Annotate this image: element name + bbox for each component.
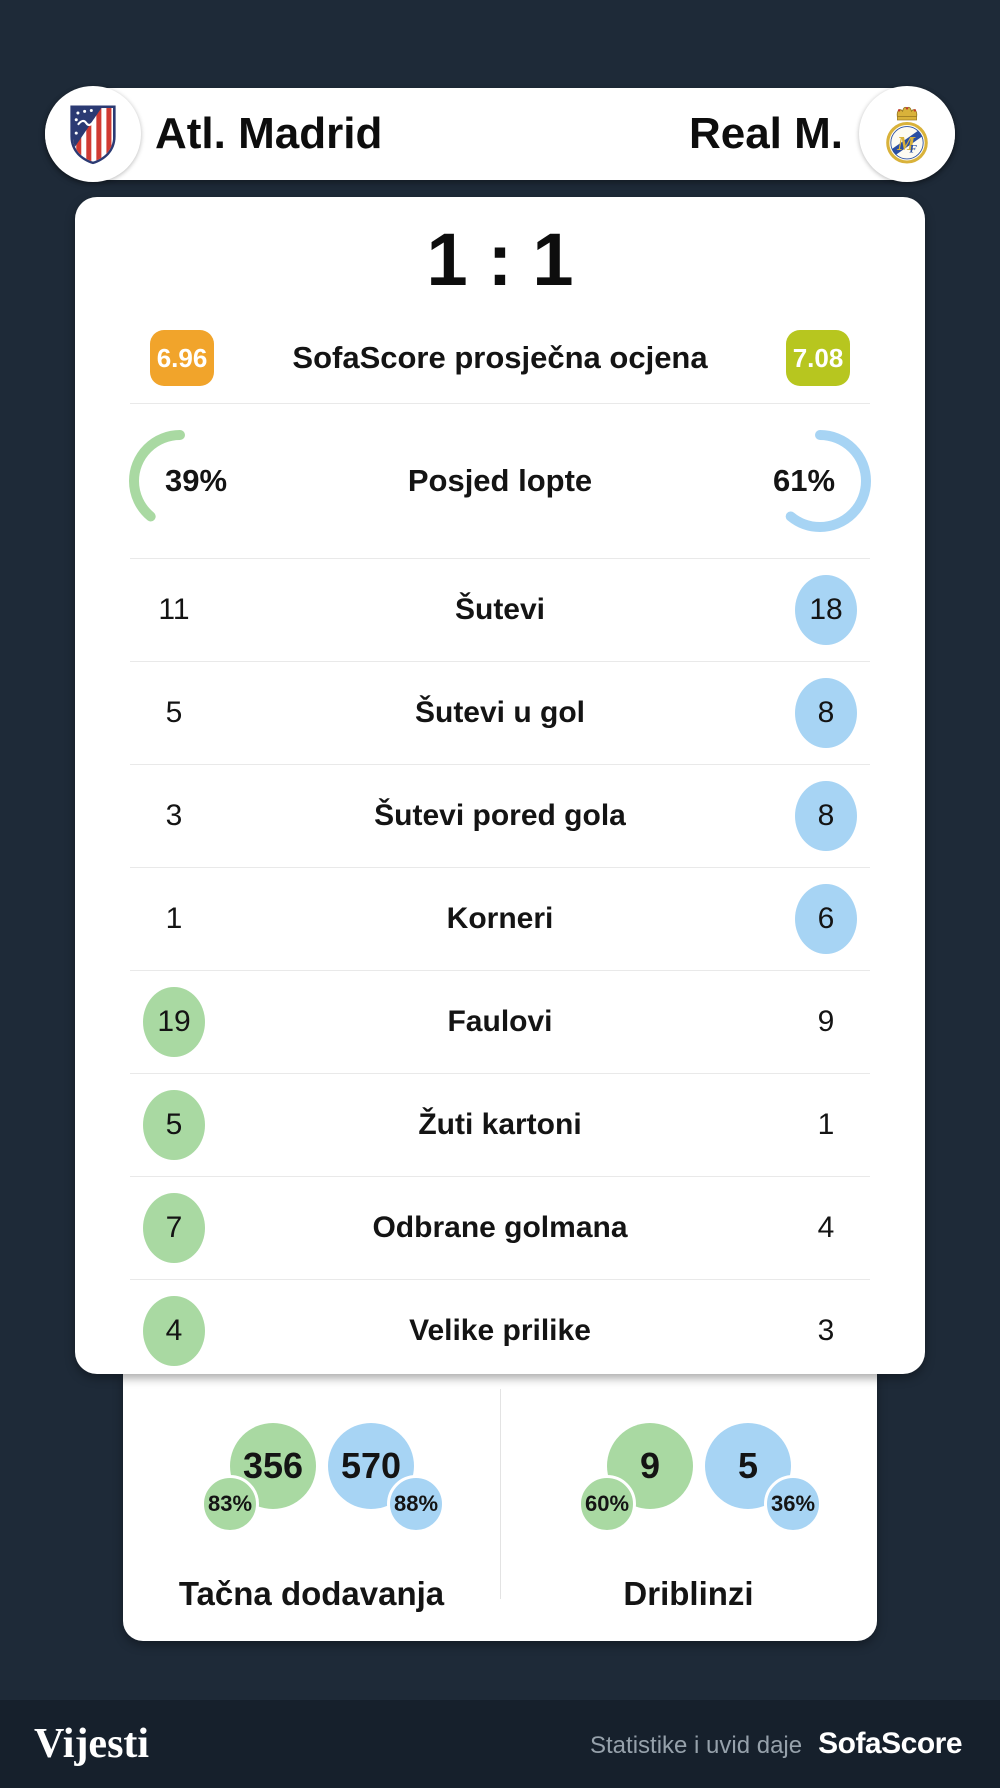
footer: Vijesti Statistike i uvid daje SofaScore: [0, 1700, 1000, 1788]
stat-row-shots: 11 Šutevi 18: [75, 558, 925, 661]
arc-ring-icon: [129, 429, 231, 532]
stat-row-shots-on-target: 5 Šutevi u gol 8: [75, 661, 925, 764]
home-stat-value: 5: [165, 695, 183, 729]
accurate-passes-group: 356 570 83% 88% Tačna dodavanja: [123, 1373, 500, 1641]
home-possession-arc: 39%: [125, 426, 235, 536]
rating-label: SofaScore prosječna ocjena: [292, 340, 708, 375]
svg-text:M: M: [896, 133, 916, 155]
away-stat-value: 9: [817, 1004, 835, 1038]
stat-label: Žuti kartoni: [418, 1107, 582, 1141]
away-stat-value: 8: [795, 780, 857, 851]
home-team-name: Atl. Madrid: [155, 109, 383, 158]
away-score: 1: [532, 217, 574, 301]
home-passes-pct-bubble: 83%: [201, 1475, 259, 1533]
stat-row-fouls: 19 Faulovi 9: [75, 970, 925, 1073]
home-dribbles-pct-bubble: 60%: [578, 1475, 636, 1533]
away-possession-arc: 61%: [765, 426, 875, 536]
home-stat-value: 3: [165, 798, 183, 832]
credit-text: Statistike i uvid daje: [590, 1732, 803, 1759]
away-stat-value: 4: [817, 1210, 835, 1244]
dribbles-label: Driblinzi: [623, 1575, 754, 1612]
stat-row-shots-off-target: 3 Šutevi pored gola 8: [75, 764, 925, 867]
home-team-logo: [45, 86, 141, 182]
away-stat-value: 8: [795, 677, 857, 748]
vijesti-logo: Vijesti: [34, 1721, 150, 1767]
match-header: Atl. Madrid Real M. M F: [45, 86, 955, 182]
away-stat-value: 3: [817, 1313, 835, 1347]
home-score: 1: [426, 217, 468, 301]
atl-madrid-crest-icon: [70, 105, 116, 165]
home-stat-value: 4: [143, 1295, 205, 1366]
stats-card: 1 : 1 6.96 SofaScore prosječna ocjena 7.…: [75, 197, 925, 1374]
away-team-name: Real M.: [688, 109, 843, 158]
stat-row-goalkeeper-saves: 7 Odbrane golmana 4: [75, 1176, 925, 1279]
stat-label: Velike prilike: [409, 1313, 591, 1347]
away-stat-value: 6: [795, 883, 857, 954]
away-team-header: Real M. M F: [689, 86, 955, 182]
stat-label: Šutevi pored gola: [374, 798, 626, 832]
real-madrid-crest-icon: M F: [886, 106, 928, 164]
away-rating-badge: 7.08: [786, 330, 850, 386]
home-rating-badge: 6.96: [150, 330, 214, 386]
home-possession-value: 39%: [164, 462, 228, 498]
home-stat-value: 11: [158, 592, 190, 626]
away-stat-value: 18: [795, 574, 857, 645]
stat-label: Šutevi u gol: [414, 695, 585, 729]
score: 1 : 1: [75, 197, 925, 313]
dribbles-group: 9 5 60% 36% Driblinzi: [500, 1373, 877, 1641]
svg-text:F: F: [908, 143, 917, 155]
possession-label: Posjed lopte: [407, 462, 593, 498]
stat-label: Faulovi: [447, 1004, 553, 1038]
home-stat-value: 7: [143, 1192, 205, 1263]
home-team-header: Atl. Madrid: [45, 86, 382, 182]
bubble-stats-card: 356 570 83% 88% Tačna dodavanja 9 5 60% …: [123, 1373, 877, 1641]
sofascore-wordmark: SofaScore: [818, 1727, 962, 1760]
rating-row: 6.96 SofaScore prosječna ocjena 7.08: [75, 313, 925, 403]
away-dribbles-pct-bubble: 36%: [764, 1475, 822, 1533]
credit-line: Statistike i uvid daje SofaScore: [590, 1727, 962, 1761]
stat-label: Šutevi: [454, 592, 546, 626]
stat-row-big-chances: 4 Velike prilike 3: [75, 1279, 925, 1382]
away-stat-value: 1: [817, 1107, 835, 1141]
possession-row: 39% Posjed lopte 61%: [75, 403, 925, 558]
bubble-group-divider: [500, 1389, 501, 1599]
score-separator: :: [487, 217, 513, 301]
away-passes-pct-bubble: 88%: [387, 1475, 445, 1533]
away-team-logo: M F: [859, 86, 955, 182]
home-stat-value: 5: [143, 1089, 205, 1160]
arc-ring-icon: [769, 429, 871, 532]
stat-row-yellow-cards: 5 Žuti kartoni 1: [75, 1073, 925, 1176]
away-possession-value: 61%: [772, 462, 836, 498]
stat-row-corners: 1 Korneri 6: [75, 867, 925, 970]
home-stat-value: 19: [143, 986, 205, 1057]
passes-label: Tačna dodavanja: [178, 1575, 445, 1612]
stat-label: Korneri: [446, 901, 554, 935]
stat-label: Odbrane golmana: [372, 1210, 628, 1244]
home-stat-value: 1: [165, 901, 183, 935]
